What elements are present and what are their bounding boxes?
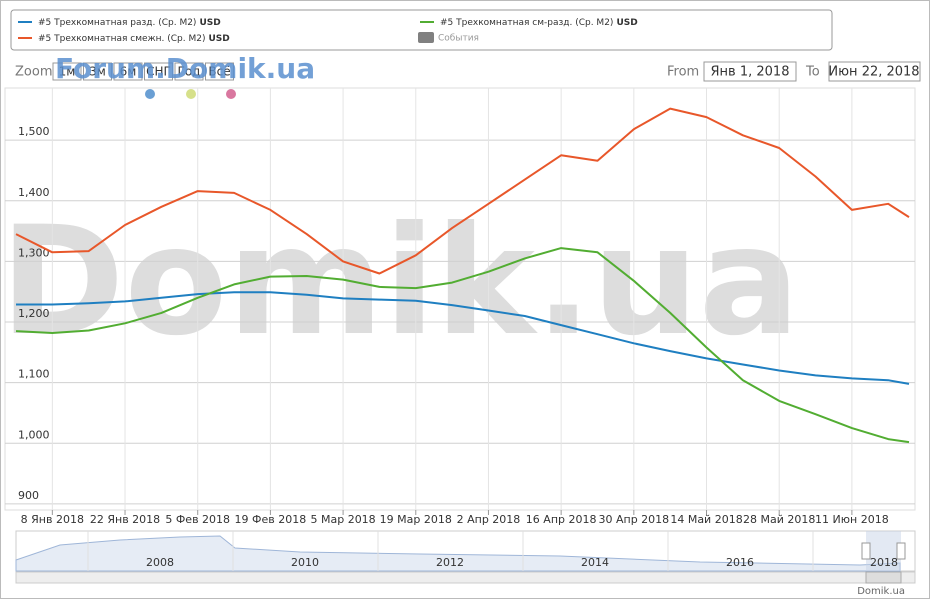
plot-layer: 900 1,000 1,100 1,200 1,300 1,400 1,500 8 Янв 2… xyxy=(5,88,915,526)
zoom-button[interactable] xyxy=(52,62,82,81)
scrollbar-thumb[interactable] xyxy=(865,571,902,584)
zoom-button[interactable] xyxy=(174,62,204,81)
legend-label: #5 Трехкомнатная смежн. (Ср. М2) USD xyxy=(38,34,230,44)
y-tick-label: 1,000 xyxy=(18,428,50,441)
y-tick-label: 1,400 xyxy=(18,186,50,199)
zoom-button[interactable] xyxy=(144,62,173,81)
y-tick-label: 900 xyxy=(18,489,39,502)
series-line xyxy=(16,291,910,385)
to-label: To xyxy=(805,65,820,80)
y-tick-label: 1,200 xyxy=(18,307,50,320)
zoom-label: Zoom xyxy=(15,65,52,80)
navigator-label: 2008 xyxy=(146,556,174,569)
navigator-label: 2012 xyxy=(436,556,464,569)
navigator-label: 2014 xyxy=(581,556,609,569)
legend-label: #5 Трехкомнатная см-разд. (Ср. М2) USD xyxy=(440,18,638,28)
legend-unit: USD xyxy=(208,34,229,44)
zoom-button-label: СНГ xyxy=(146,65,171,79)
x-tick-label: 2 Апр 2018 xyxy=(457,513,521,526)
legend-label: #5 Трехкомнатная разд. (Ср. М2) USD xyxy=(38,18,221,28)
event-dot[interactable] xyxy=(186,89,196,99)
legend-box xyxy=(10,9,833,51)
event-dot[interactable] xyxy=(226,89,236,99)
y-tick-label: 1,500 xyxy=(18,125,50,138)
to-value: Июн 22, 2018 xyxy=(828,65,919,80)
legend-swatch xyxy=(418,32,434,43)
y-tick-label: 1,300 xyxy=(18,246,50,259)
navigator-handle[interactable] xyxy=(861,542,871,560)
navigator-label: 2010 xyxy=(291,556,319,569)
navigator-window xyxy=(866,531,901,571)
navigator-label: 2016 xyxy=(726,556,754,569)
zoom-button[interactable] xyxy=(83,62,112,81)
zoom-button[interactable] xyxy=(205,62,234,81)
x-tick-label: 30 Апр 2018 xyxy=(598,513,669,526)
legend-unit: USD xyxy=(199,18,220,28)
legend-name: #5 Трехкомнатная разд. (Ср. М2) xyxy=(38,18,196,28)
series-line xyxy=(15,107,910,275)
scrollbar[interactable] xyxy=(15,571,916,584)
legend-name: #5 Трехкомнатная смежн. (Ср. М2) xyxy=(38,34,205,44)
navigator-label: 2018 xyxy=(870,556,898,569)
zoom-button-label: 6м xyxy=(120,65,137,79)
event-dot[interactable] xyxy=(145,89,155,99)
from-input[interactable] xyxy=(703,61,797,82)
x-tick-label: 28 Май 2018 xyxy=(743,513,815,526)
credit: Domik.ua xyxy=(857,586,905,597)
x-tick-label: 22 Янв 2018 xyxy=(90,513,160,526)
zoom-button-label: 1м xyxy=(59,65,76,79)
legend-name: #5 Трехкомнатная см-разд. (Ср. М2) xyxy=(440,18,613,28)
from-label: From xyxy=(667,65,699,80)
watermark-big: Domik.ua xyxy=(0,195,800,369)
zoom-button-label: 3м xyxy=(89,65,106,79)
x-tick-label: 11 Июн 2018 xyxy=(815,513,889,526)
x-tick-label: 5 Фев 2018 xyxy=(165,513,230,526)
watermark: Forum.Domik.ua xyxy=(55,52,315,85)
y-tick-label: 1,100 xyxy=(18,368,50,381)
legend-unit: USD xyxy=(616,18,637,28)
zoom-button-label: Год xyxy=(178,65,201,79)
x-tick-label: 5 Мар 2018 xyxy=(310,513,375,526)
legend-label: События xyxy=(438,34,479,44)
from-value: Янв 1, 2018 xyxy=(711,65,790,80)
to-input[interactable] xyxy=(828,61,921,82)
series-line xyxy=(15,247,910,444)
zoom-button[interactable] xyxy=(113,62,143,81)
navigator-handle[interactable] xyxy=(896,542,906,560)
x-tick-label: 19 Мар 2018 xyxy=(380,513,452,526)
x-tick-label: 19 Фев 2018 xyxy=(235,513,307,526)
x-tick-label: 8 Янв 2018 xyxy=(21,513,84,526)
zoom-button-label: Всё xyxy=(208,65,230,79)
x-tick-label: 16 Апр 2018 xyxy=(526,513,597,526)
x-tick-label: 14 Май 2018 xyxy=(670,513,742,526)
